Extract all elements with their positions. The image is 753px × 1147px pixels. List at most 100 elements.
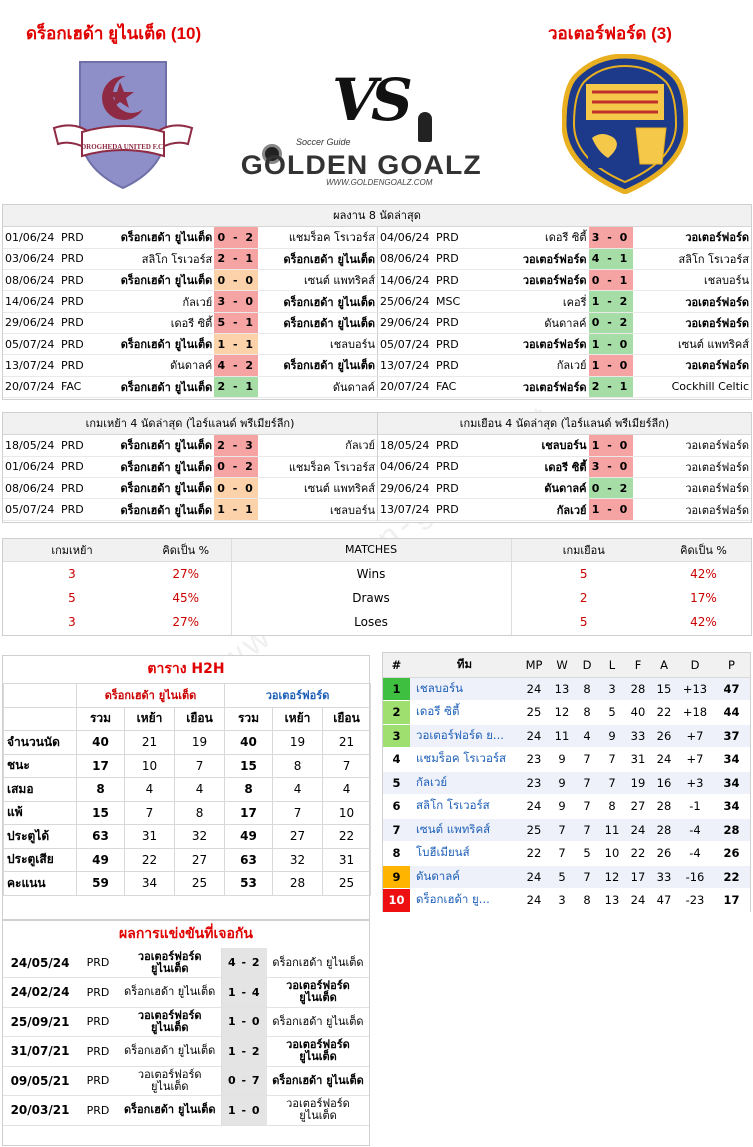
match-row[interactable]: 04/06/24 PRD เดอรี ซิตี้ 3 - 0 วอเตอร์ฟอร์ด [378,227,751,249]
league-d: 8 [575,677,599,701]
past-match-row[interactable]: 31/07/21 PRD ดร็อกเฮด้า ยูไนเต็ด 1 - 2 วอเตอ… [3,1036,369,1067]
match-away-team: Cockhill Celtic [671,380,749,394]
league-row[interactable]: 4 แชมร็อค โรเวอร์ส 23 9 7 7 31 24 +7 34 [383,747,750,772]
crest-text: DROGHEDA UNITED F.C. [81,143,165,151]
league-row[interactable]: 9 ดันดาลค์ 24 5 7 12 17 33 -16 22 [383,865,750,889]
past-date: 20/03/21 [3,1095,77,1126]
h2h-value: 40 [76,730,125,755]
league-row[interactable]: 3 วอเตอร์ฟอร์ด ย... 24 11 4 9 33 26 +7 37 [383,724,750,748]
match-score: 3 - 0 [588,227,633,249]
match-row[interactable]: 05/07/24 PRD ดร็อกเฮด้า ยูไนเต็ด 1 - 1 เชลบอ… [3,498,377,521]
league-d: 7 [575,865,599,889]
league-f: 24 [625,818,651,842]
past-match-row[interactable]: 20/03/21 PRD ดร็อกเฮด้า ยูไนเต็ด 1 - 0 วอเตอ… [3,1095,369,1126]
match-competition: PRD [61,460,84,474]
match-row[interactable]: 29/06/24 PRD เดอรี ซิตี้ 5 - 1 ดร็อกเฮด้า ยู… [3,312,378,334]
league-team[interactable]: วอเตอร์ฟอร์ด ย... [410,724,519,748]
h2h-row: ประตูได้ 63 31 32 49 27 22 [3,824,372,849]
league-mp: 24 [519,888,549,913]
match-date: 04/06/24 [380,230,430,244]
match-row[interactable]: 13/07/24 PRD กัลเวย์ 1 - 0 วอเตอร์ฟอร์ด [378,498,751,521]
match-away-team: วอเตอร์ฟอร์ด [685,503,749,517]
h2h-value: 32 [173,824,226,849]
past-competition: PRD [77,948,119,978]
match-competition: PRD [436,316,459,330]
match-date: 18/05/24 [5,438,55,452]
league-team[interactable]: ดันดาลค์ [410,865,519,889]
match-row[interactable]: 05/07/24 PRD วอเตอร์ฟอร์ด 1 - 0 เซนต์ แพทริค… [378,333,751,355]
match-away-team: ดร็อกเฮด้า ยูไนเต็ด [283,316,376,330]
league-a: 28 [651,794,677,819]
match-away-team: แชมร็อค โรเวอร์ส [288,231,375,245]
match-row[interactable]: 08/06/24 PRD วอเตอร์ฟอร์ด 4 - 1 สลิโก โรเวอร… [378,248,751,270]
league-row[interactable]: 7 เซนต์ แพทริคส์ 25 7 7 11 24 28 -4 28 [383,818,750,842]
league-team[interactable]: สลิโก โรเวอร์ส [410,794,519,819]
league-row[interactable]: 1 เชลบอร์น 24 13 8 3 28 15 +13 47 [383,677,750,701]
match-date: 13/07/24 [5,358,55,372]
h2h-col-header: เยือน [173,706,226,731]
past-match-row[interactable]: 25/09/21 PRD วอเตอร์ฟอร์ด ยูไนเต็ด 1 - 0 ดร็… [3,1007,369,1037]
match-row[interactable]: 08/06/24 PRD ดร็อกเฮด้า ยูไนเต็ด 0 - 0 เซนต์… [3,269,378,291]
league-row[interactable]: 10 ดร็อกเฮด้า ยู... 24 3 8 13 24 47 -23 17 [383,888,750,913]
home-count: 5 [68,590,76,605]
match-row[interactable]: 13/07/24 PRD กัลเวย์ 1 - 0 วอเตอร์ฟอร์ด [378,354,751,377]
match-row[interactable]: 05/07/24 PRD ดร็อกเฮด้า ยูไนเต็ด 1 - 1 เชลบอ… [3,333,378,355]
match-away-team: สลิโก โรเวอร์ส [678,252,749,266]
site-logo[interactable]: GOLDEN GOALZ [240,150,482,180]
match-row[interactable]: 29/06/24 PRD ดันดาลค์ 0 - 2 วอเตอร์ฟอร์ด [378,312,751,334]
league-row[interactable]: 8 โบฮีเมียนส์ 22 7 5 10 22 26 -4 26 [383,841,750,866]
league-row[interactable]: 6 สลิโก โรเวอร์ส 24 9 7 8 27 28 -1 34 [383,794,750,819]
match-competition: PRD [61,230,84,244]
match-row[interactable]: 25/06/24 MSC เคอรี่ 1 - 2 วอเตอร์ฟอร์ด [378,290,751,313]
match-row[interactable]: 01/06/24 PRD ดร็อกเฮด้า ยูไนเต็ด 0 - 2 แชมร็… [3,456,377,478]
past-date: 24/05/24 [3,948,77,978]
h2h-value: 25 [173,871,226,896]
league-team[interactable]: แชมร็อค โรเวอร์ส [410,747,519,772]
match-row[interactable]: 01/06/24 PRD ดร็อกเฮด้า ยูไนเต็ด 0 - 2 แชมร็… [3,227,378,249]
past-competition: PRD [77,1036,119,1067]
match-row[interactable]: 03/06/24 PRD สลิโก โรเวอร์ส 2 - 1 ดร็อกเฮด้า… [3,248,378,270]
past-match-row[interactable]: 24/02/24 PRD ดร็อกเฮด้า ยูไนเต็ด 1 - 4 วอเตอ… [3,977,369,1008]
league-points: 44 [713,700,750,725]
past-match-row[interactable]: 09/05/21 PRD วอเตอร์ฟอร์ด ยูไนเต็ด 0 - 7 ดร็… [3,1066,369,1096]
match-away-team: ดันดาลค์ [332,380,375,394]
league-gd: +3 [677,771,713,795]
league-team[interactable]: โบฮีเมียนส์ [410,841,519,866]
match-row[interactable]: 13/07/24 PRD ดันดาลค์ 4 - 2 ดร็อกเฮด้า ยูไนเ… [3,354,378,377]
league-w: 13 [549,677,575,701]
match-away-team: วอเตอร์ฟอร์ด [685,316,749,330]
league-a: 26 [651,841,677,866]
past-match-row[interactable]: 24/05/24 PRD วอเตอร์ฟอร์ด ยูไนเต็ด 4 - 2 ดร็… [3,948,369,978]
match-row[interactable]: 18/05/24 PRD ดร็อกเฮด้า ยูไนเต็ด 2 - 3 กัลเว… [3,435,377,457]
h2h-value: 59 [76,871,125,896]
league-team[interactable]: กัลเวย์ [410,771,519,795]
league-col-header: A [651,653,677,678]
league-position: 1 [383,677,410,701]
league-position: 4 [383,747,410,772]
away-count: 2 [579,590,588,605]
match-row[interactable]: 14/06/24 PRD กัลเวย์ 3 - 0 ดร็อกเฮด้า ยูไนเต… [3,290,378,313]
league-col-header: L [599,653,625,678]
match-competition: PRD [61,316,84,330]
match-home-team: เดอรี ซิตี้ [544,460,587,474]
league-position: 7 [383,818,410,842]
league-row[interactable]: 2 เดอรี ซิตี้ 25 12 8 5 40 22 +18 44 [383,700,750,725]
league-l: 12 [599,865,625,889]
match-row[interactable]: 08/06/24 PRD ดร็อกเฮด้า ยูไนเต็ด 0 - 0 เซนต์… [3,477,377,499]
match-away-team: เซนต์ แพทริคส์ [678,338,749,352]
league-row[interactable]: 5 กัลเวย์ 23 9 7 7 19 16 +3 34 [383,771,750,795]
match-date: 03/06/24 [5,252,55,266]
match-competition: PRD [61,481,84,495]
match-row[interactable]: 18/05/24 PRD เชลบอร์น 1 - 0 วอเตอร์ฟอร์ด [378,435,751,457]
league-team[interactable]: เซนต์ แพทริคส์ [410,818,519,842]
match-row[interactable]: 14/06/24 PRD วอเตอร์ฟอร์ด 0 - 1 เชลบอร์น [378,269,751,291]
league-points: 34 [713,771,750,795]
match-row[interactable]: 04/06/24 PRD เดอรี ซิตี้ 3 - 0 วอเตอร์ฟอร์ด [378,456,751,478]
league-team[interactable]: ดร็อกเฮด้า ยู... [410,888,519,913]
match-row[interactable]: 29/06/24 PRD ดันดาลค์ 0 - 2 วอเตอร์ฟอร์ด [378,477,751,499]
league-team[interactable]: เดอรี ซิตี้ [410,700,519,725]
match-row[interactable]: 20/07/24 FAC วอเตอร์ฟอร์ด 2 - 1 Cockhill Cel… [378,376,751,398]
league-team[interactable]: เชลบอร์น [410,677,519,701]
match-row[interactable]: 20/07/24 FAC ดร็อกเฮด้า ยูไนเต็ด 2 - 1 ดันดา… [3,376,378,398]
league-w: 7 [549,818,575,842]
